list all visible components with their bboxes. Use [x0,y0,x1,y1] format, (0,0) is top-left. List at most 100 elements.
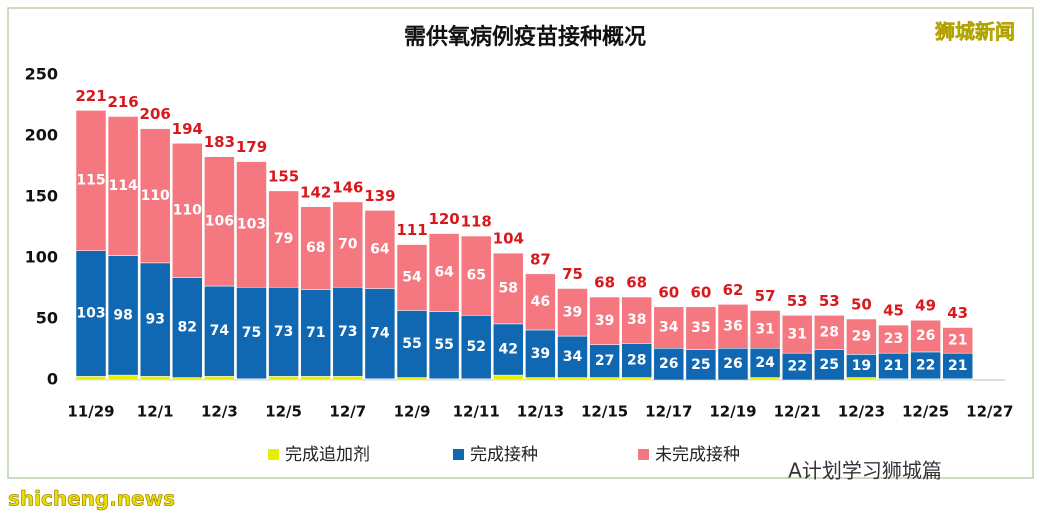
data-label: 25 [691,357,710,373]
data-label: 68 [306,240,325,256]
x-tick-label: 12/5 [265,403,302,421]
bar-segment [653,348,685,381]
bar-segment [814,315,845,350]
data-label: 64 [370,241,390,257]
data-label: 28 [627,352,646,368]
data-label: 103 [237,216,266,232]
data-label: 52 [466,339,485,355]
bar-segment [139,262,171,377]
bar-segment [621,296,652,344]
total-label: 49 [915,297,936,315]
data-label: 26 [916,328,935,344]
data-label: 34 [659,320,679,336]
total-label: 194 [172,120,203,138]
bar-segment [589,296,620,345]
total-label: 53 [787,292,808,310]
legend-label: 未完成接种 [655,445,740,465]
x-tick-label: 12/15 [581,403,628,421]
total-label: 206 [140,105,171,123]
x-tick-label: 12/9 [394,403,431,421]
data-label: 71 [306,325,325,341]
x-tick-label: 12/25 [902,403,949,421]
bar-segment [493,323,524,376]
total-label: 60 [690,283,711,301]
data-label: 79 [274,231,293,247]
data-label: 75 [242,325,261,341]
total-label: 62 [723,281,744,299]
data-label: 21 [884,358,903,374]
footer-right: A计划学习狮城篇 [788,459,942,483]
bar-segment [493,252,524,325]
total-label: 216 [107,93,138,111]
data-label: 46 [531,294,550,310]
data-label: 26 [723,356,742,372]
legend-label: 完成追加剂 [285,445,370,465]
data-label: 39 [595,313,614,329]
data-label: 55 [402,336,421,352]
x-tick-label: 11/29 [67,403,114,421]
data-label: 82 [178,320,197,336]
data-label: 115 [76,173,105,189]
data-label: 55 [434,337,453,353]
bar-segment [364,288,396,380]
x-tick-label: 12/3 [201,403,238,421]
data-label: 34 [563,349,583,365]
bar-segment [878,352,909,380]
data-label: 27 [595,353,614,369]
bar-segment [204,156,235,287]
chart-title: 需供氧病例疫苗接种概况 [404,24,646,50]
bar-segment [749,348,781,378]
total-label: 146 [332,178,363,196]
total-label: 68 [594,274,615,292]
bar-segment [396,310,428,378]
bar-segment [268,287,299,377]
data-label: 98 [113,307,132,323]
total-label: 139 [364,187,395,205]
bar-segment [364,210,396,289]
bar-segment [172,277,203,378]
bar-segment [525,273,556,331]
x-tick-label: 12/27 [966,403,1013,421]
bar-segment [428,233,460,312]
bar-segment [75,110,107,251]
data-label: 74 [210,323,230,339]
total-label: 53 [819,292,840,310]
data-label: 39 [563,304,582,320]
data-label: 21 [948,332,967,348]
total-label: 183 [204,133,235,151]
data-label: 22 [916,357,935,373]
bar-segment [846,318,877,355]
data-label: 31 [755,321,774,337]
bar-segment [781,315,813,354]
data-label: 74 [370,326,390,342]
total-label: 75 [562,265,583,283]
data-label: 31 [787,326,806,342]
legend-swatch [638,449,649,460]
total-label: 50 [851,296,872,314]
data-label: 39 [531,346,550,362]
total-label: 45 [883,302,904,320]
data-label: 54 [402,270,422,286]
data-label: 25 [820,357,839,373]
data-label: 58 [499,281,518,297]
total-label: 118 [461,213,492,231]
bar-segment [172,143,203,278]
data-label: 21 [948,358,967,374]
data-label: 70 [338,237,358,253]
data-label: 106 [205,213,234,229]
x-tick-label: 12/11 [453,403,500,421]
bar-segment [236,161,267,288]
bar-segment [589,344,620,378]
bar-segment [332,201,364,288]
data-label: 26 [659,356,678,372]
bar-segment [653,306,685,349]
data-label: 65 [466,268,485,284]
bar-segment [717,304,749,349]
bar-segment [942,327,973,354]
data-label: 22 [787,359,806,375]
total-label: 43 [947,304,968,322]
total-label: 60 [658,283,679,301]
bar-segment [814,349,845,381]
total-label: 87 [530,250,551,268]
